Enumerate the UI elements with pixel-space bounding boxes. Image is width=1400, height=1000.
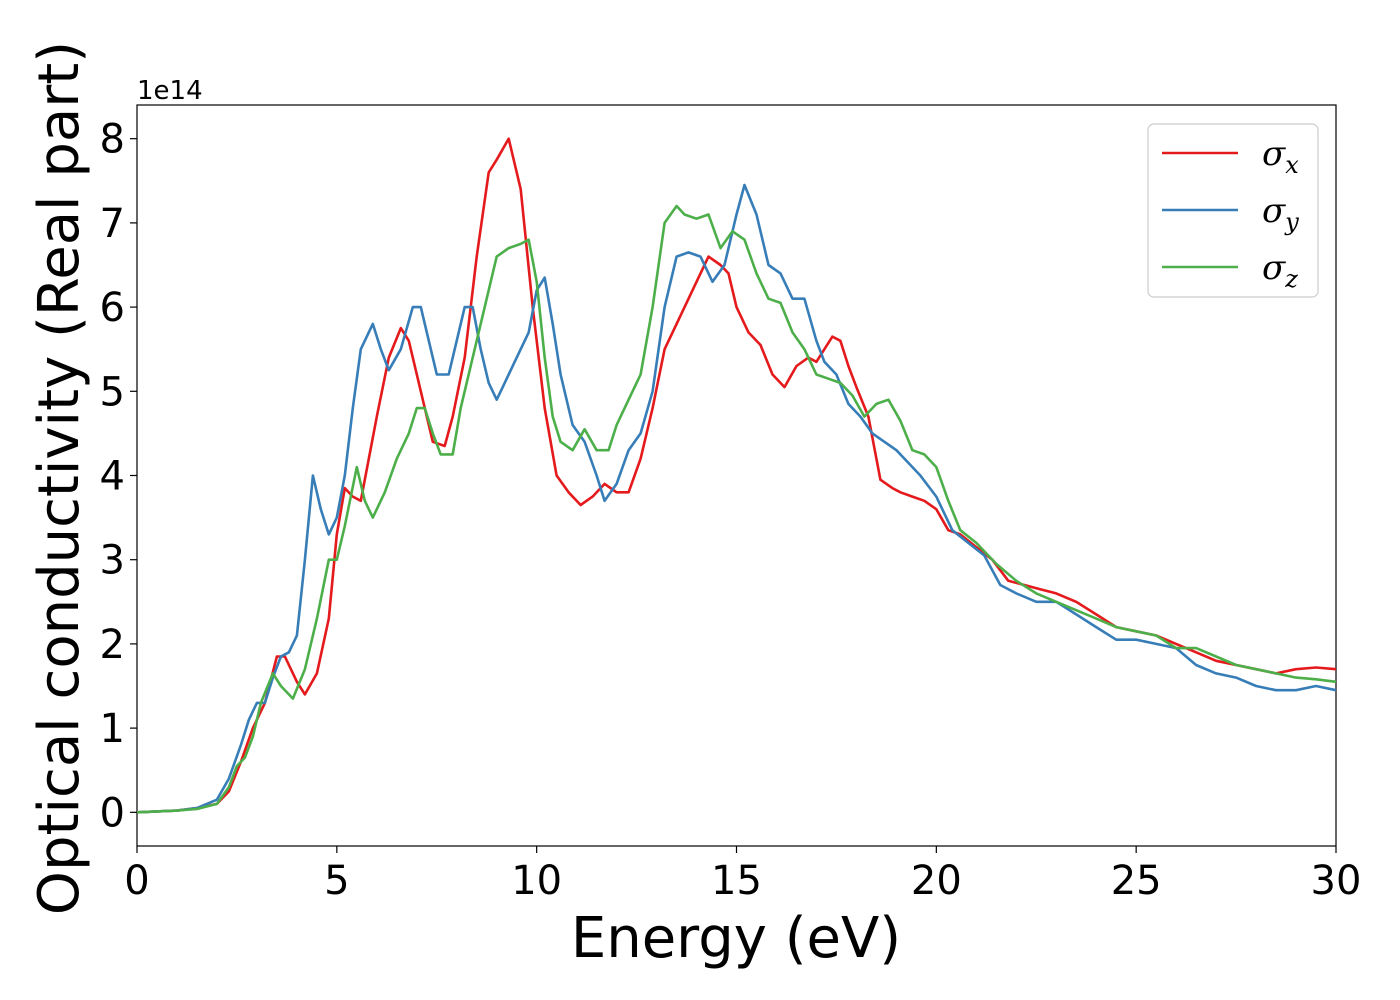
x-axis-title: Energy (eV)	[571, 906, 901, 971]
series-line-x	[136, 137, 1337, 814]
y-tick-label: 1	[100, 706, 125, 752]
x-tick-label: 0	[124, 858, 149, 904]
series-layer	[136, 137, 1337, 814]
x-axis: 0 5 10 15 20 25 30	[124, 846, 1361, 904]
x-tick-label: 10	[511, 858, 562, 904]
x-tick-label: 15	[711, 858, 762, 904]
y-tick-label: 7	[100, 201, 125, 247]
x-tick-label: 5	[324, 858, 349, 904]
y-tick-label: 0	[100, 790, 125, 836]
y-axis-title: Optical conductivity (Real part)	[27, 41, 92, 915]
series-line-z	[136, 204, 1337, 814]
y-tick-label: 4	[100, 454, 125, 500]
y-tick-label: 8	[100, 117, 125, 163]
legend-label-y: σy	[1262, 191, 1299, 236]
y-tick-label: 3	[100, 538, 125, 584]
x-tick-label: 20	[911, 858, 962, 904]
y-tick-label: 6	[100, 285, 125, 331]
x-tick-label: 25	[1111, 858, 1162, 904]
y-tick-label: 5	[100, 369, 125, 415]
y-tick-label: 2	[100, 622, 125, 668]
y-axis: 0 1 2 3 4 5 6 7 8	[100, 117, 137, 836]
plot-area	[136, 104, 1337, 847]
series-line-y	[136, 183, 1337, 814]
x-tick-label: 30	[1311, 858, 1362, 904]
y-offset-label: 1e14	[137, 76, 203, 106]
